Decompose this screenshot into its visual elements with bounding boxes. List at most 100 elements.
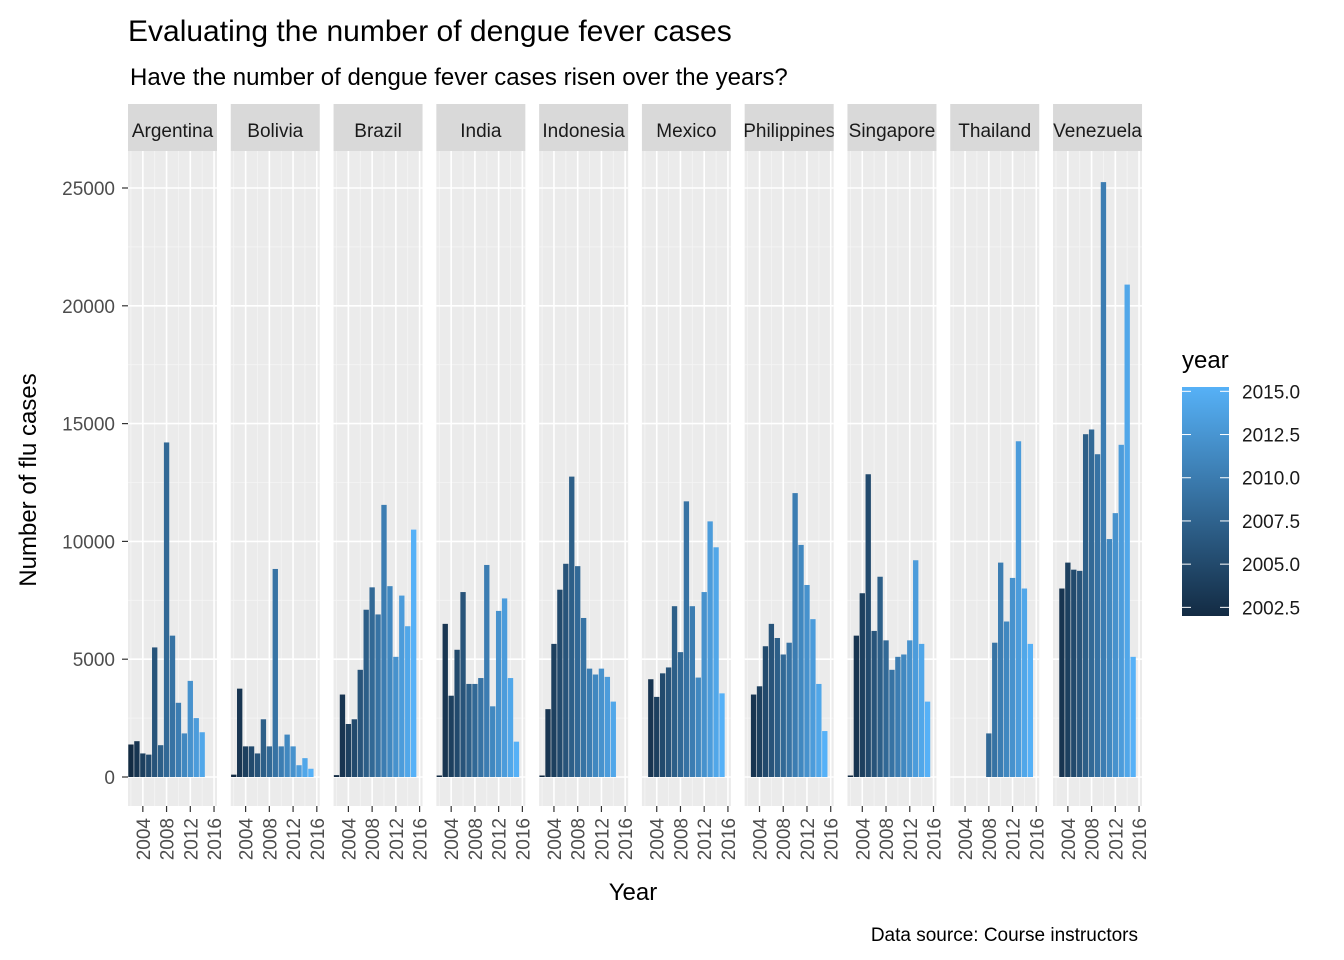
x-tick-label: 2004 (442, 818, 463, 861)
bar (1094, 454, 1101, 777)
bar (889, 669, 895, 777)
x-tick-label: 2012 (695, 818, 716, 860)
x-tick-label: 2008 (1083, 818, 1104, 860)
bar (501, 598, 508, 777)
bar (810, 619, 816, 777)
legend-tick-label: 2002.5 (1242, 598, 1300, 619)
x-tick-label: 2012 (490, 818, 511, 860)
bar (351, 719, 357, 777)
bar (260, 719, 267, 777)
facet-label: Philippines (743, 121, 835, 142)
facet-brazil: Brazil 2004 2008 2012 2016 (333, 104, 432, 860)
bar (913, 560, 919, 777)
x-tick-label: 2012 (798, 818, 819, 860)
x-tick-label: 2008 (980, 818, 1001, 860)
bar (1003, 621, 1010, 777)
bar (278, 746, 284, 777)
bar (363, 609, 369, 777)
bar (381, 504, 387, 777)
bar (707, 521, 713, 777)
bar (1059, 588, 1065, 777)
y-tick-label: 10000 (62, 532, 115, 553)
bar (648, 679, 654, 777)
facet-argentina: Argentina 2004 2008 2012 2016 (128, 104, 226, 860)
legend-tick-label: 2005.0 (1242, 555, 1300, 576)
bar (478, 678, 484, 777)
bar (134, 741, 140, 777)
bar (1088, 429, 1095, 777)
bar (756, 686, 763, 777)
bar (998, 562, 1004, 777)
x-tick-label: 2016 (205, 818, 226, 860)
facet-strip (1053, 104, 1143, 151)
facet-strip (436, 104, 526, 151)
chart-title: Evaluating the number of dengue fever ca… (128, 15, 732, 48)
x-tick-label: 2008 (158, 818, 179, 860)
bar (513, 741, 520, 777)
facet-label: Singapore (849, 121, 936, 142)
bar (1015, 441, 1022, 777)
bar (442, 623, 448, 777)
x-tick-label: 2008 (363, 818, 384, 860)
x-tick-label: 2012 (284, 818, 305, 860)
bar (847, 775, 854, 777)
bar (924, 701, 931, 777)
bar (466, 683, 472, 777)
facet-strip (230, 104, 320, 151)
x-tick-label: 2016 (616, 818, 637, 860)
bar (1118, 444, 1124, 777)
bar (472, 683, 478, 777)
bar (907, 640, 913, 777)
x-tick-label: 2004 (853, 818, 874, 861)
y-tick-label: 25000 (62, 179, 115, 200)
bar (405, 626, 411, 777)
facet-singapore: Singapore 2004 2008 2012 2016 (847, 104, 945, 860)
bar (883, 640, 889, 777)
bar (774, 637, 780, 777)
bar (580, 617, 587, 777)
bar (507, 678, 514, 777)
y-tick-label: 0 (104, 768, 115, 789)
bar (393, 656, 399, 777)
bar (871, 630, 877, 777)
bar (375, 614, 381, 777)
y-tick-label: 15000 (62, 415, 115, 436)
legend-tick-label: 2012.5 (1242, 426, 1300, 447)
bar (199, 732, 205, 777)
bar (333, 775, 340, 777)
bar (586, 668, 593, 777)
bar (992, 642, 998, 777)
bar (792, 493, 798, 777)
bar (272, 568, 278, 777)
facet-strip (128, 104, 217, 151)
x-tick-label: 2004 (1059, 818, 1080, 861)
x-tick-label: 2008 (569, 818, 590, 860)
x-tick-label: 2004 (751, 818, 772, 861)
bar (302, 758, 308, 777)
bar (895, 656, 901, 777)
bar (689, 606, 696, 777)
bar (918, 643, 925, 777)
bar (713, 547, 719, 777)
x-tick-label: 2016 (513, 818, 534, 860)
bar (1027, 643, 1034, 777)
bar (1065, 562, 1071, 777)
bar (1009, 577, 1016, 777)
bar (128, 744, 134, 777)
bar (1100, 182, 1107, 778)
bar (387, 586, 393, 777)
y-tick-label: 20000 (62, 297, 115, 318)
bar (768, 623, 775, 777)
facet-label: India (460, 121, 502, 142)
bar (399, 595, 405, 777)
bar (266, 746, 273, 777)
bar (557, 589, 563, 777)
bar (780, 654, 786, 777)
bar (1130, 656, 1136, 777)
bar (551, 643, 557, 777)
x-tick-label: 2004 (134, 818, 155, 861)
bar (237, 688, 243, 777)
x-tick-label: 2012 (901, 818, 922, 860)
bar (296, 765, 302, 777)
legend-tick-label: 2007.5 (1242, 512, 1300, 533)
